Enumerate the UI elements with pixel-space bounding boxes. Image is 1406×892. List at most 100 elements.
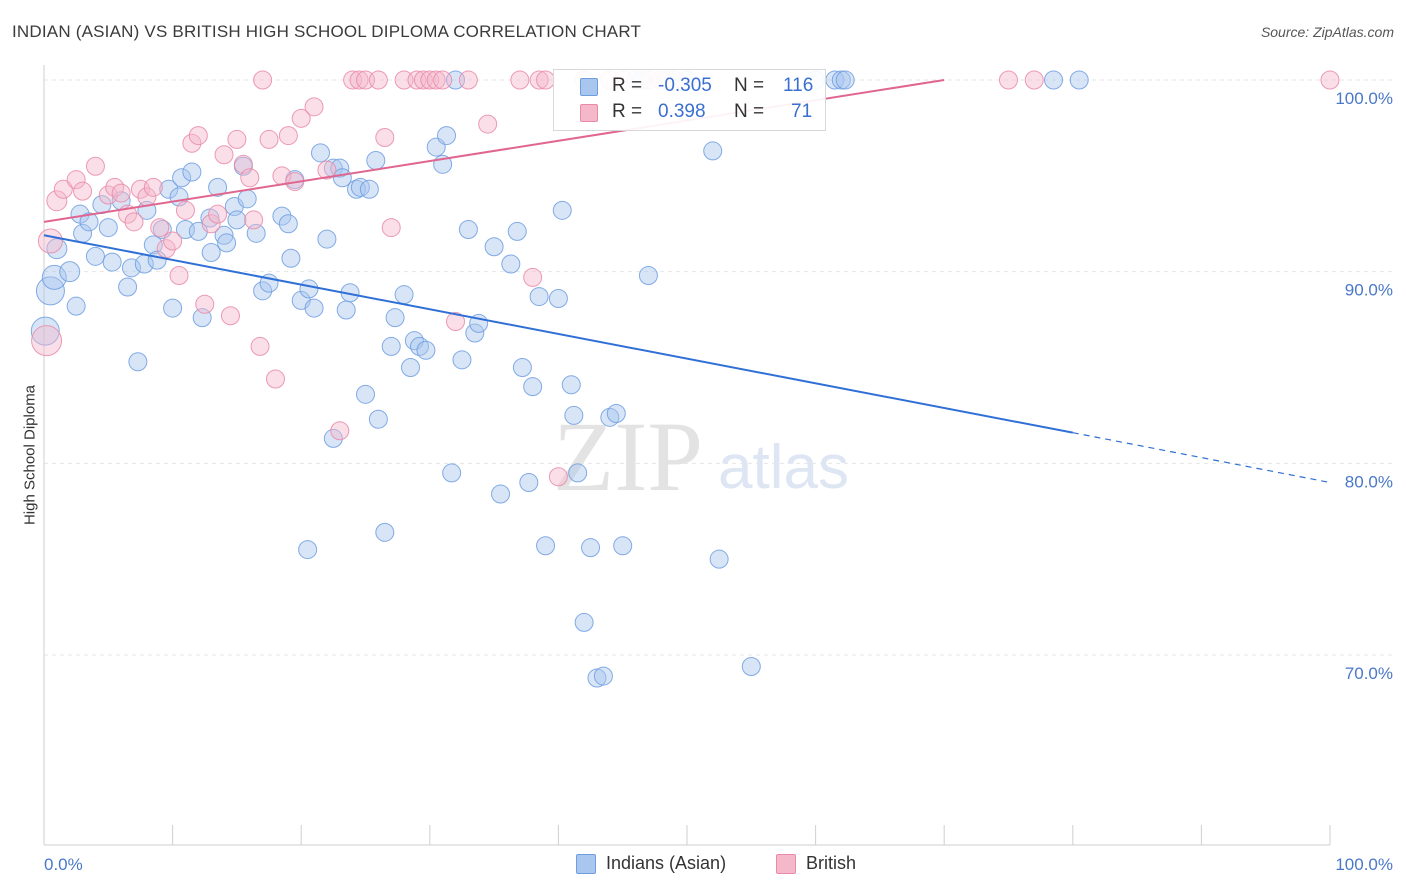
pink-data-point (124, 212, 144, 232)
blue-data-point (227, 210, 247, 230)
blue-data-point (128, 352, 148, 372)
pink-data-point (214, 145, 234, 165)
blue-data-point (102, 252, 122, 272)
blue-data-point (574, 612, 594, 632)
axes (43, 65, 1331, 846)
blue-data-point (606, 404, 626, 423)
blue-data-point (253, 281, 273, 301)
blue-data-point (512, 358, 532, 377)
pink-data-point (999, 70, 1018, 90)
pink-swatch (580, 104, 598, 122)
pink-data-point (163, 231, 183, 251)
pink-data-point (175, 200, 195, 220)
pink-data-point (37, 228, 63, 254)
pink-data-point (201, 214, 221, 234)
pink-data-point (188, 126, 208, 146)
pink-data-point (317, 160, 337, 180)
pink-data-point (182, 133, 202, 153)
pink-data-point (265, 369, 285, 389)
tick-labels: 70.0% 80.0% 90.0% 100.0% 0.0% 100.0% (44, 89, 1393, 874)
pink-data-point (169, 266, 189, 285)
blue-trend-line (43, 234, 1073, 434)
stats-row-pink: R = 0.398 N = 71 (554, 100, 825, 126)
pink-data-point (529, 70, 549, 90)
blue-data-point (281, 248, 301, 268)
blue-data-point (1069, 70, 1089, 90)
pink-data-point (446, 312, 466, 331)
blue-data-point (30, 316, 60, 346)
pink-data-point (111, 183, 131, 203)
blue-data-point (587, 668, 607, 688)
x-tick-label: 0.0% (44, 855, 83, 874)
legend-swatch-blue (576, 854, 596, 874)
pink-r-value: 0.398 (658, 101, 706, 122)
blue-data-point (159, 179, 179, 199)
blue-data-point (121, 258, 141, 278)
blue-n-value: 116 (783, 75, 814, 96)
blue-data-point (163, 298, 183, 318)
pink-data-point (458, 70, 478, 90)
pink-data-point (523, 267, 543, 287)
n-label: N = (734, 101, 765, 122)
pink-data-point (368, 70, 388, 90)
pink-data-point (244, 210, 264, 230)
pink-data-point (349, 70, 369, 90)
blue-data-point (394, 285, 414, 305)
legend-swatch-pink (776, 854, 796, 874)
blue-data-point (416, 340, 436, 360)
pink-data-point (375, 128, 395, 147)
blue-trend-extension (1072, 432, 1331, 484)
blue-data-point (79, 212, 99, 232)
pink-data-point (240, 168, 260, 188)
blue-data-point (458, 220, 478, 239)
pink-data-point (143, 177, 163, 197)
r-label: R = (612, 75, 643, 96)
blue-swatch (580, 78, 598, 96)
blue-data-point (237, 189, 257, 209)
blue-data-point (552, 200, 572, 220)
blue-data-point (568, 463, 588, 483)
blue-data-point (381, 336, 401, 356)
blue-data-point (201, 243, 221, 262)
blue-data-point (336, 300, 356, 320)
blue-data-point (368, 409, 388, 429)
blue-data-point (356, 384, 375, 404)
y-tick-label: 100.0% (1335, 89, 1393, 108)
source-label: Source: ZipAtlas.com (1260, 24, 1394, 40)
blue-data-point (561, 375, 581, 395)
blue-data-point (208, 177, 228, 197)
pink-data-point (278, 126, 298, 146)
blue-data-point (299, 279, 319, 299)
pink-data-point (536, 70, 556, 90)
blue-data-point (548, 289, 568, 308)
stats-box: R = -0.305 N = 116 R = 0.398 N = 71 (553, 69, 826, 131)
blue-series-points (30, 70, 1089, 688)
blue-data-point (41, 264, 67, 290)
blue-data-point (217, 233, 237, 253)
blue-data-point (85, 246, 105, 266)
blue-data-point (172, 168, 192, 188)
blue-data-point (310, 143, 330, 163)
blue-data-point (272, 206, 292, 226)
pink-data-point (291, 108, 311, 128)
pink-data-point (85, 156, 105, 176)
blue-data-point (709, 549, 729, 569)
pink-data-point (156, 239, 176, 259)
pink-data-point (1320, 70, 1340, 90)
blue-data-point (323, 428, 343, 448)
blue-data-point (501, 254, 521, 274)
blue-data-point (703, 141, 723, 161)
pink-data-point (548, 467, 568, 487)
pink-data-point (31, 325, 63, 357)
r-label: R = (612, 101, 643, 122)
pink-data-point (433, 70, 453, 90)
blue-data-point (98, 218, 118, 238)
blue-data-point (638, 266, 658, 285)
blue-data-point (593, 666, 613, 686)
pink-data-point (330, 421, 350, 441)
blue-data-point (465, 323, 485, 343)
blue-data-point (741, 657, 761, 676)
blue-data-point (442, 463, 462, 483)
blue-data-point (437, 126, 457, 146)
blue-data-point (491, 484, 511, 504)
